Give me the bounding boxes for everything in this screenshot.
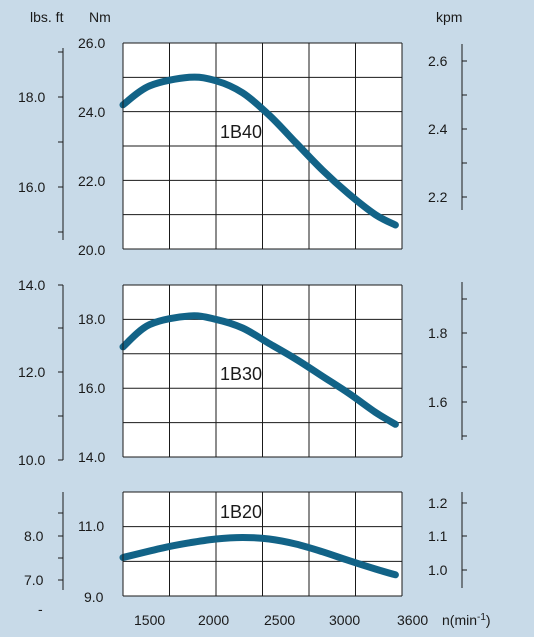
- panel-title-1b30: 1B30: [220, 364, 262, 384]
- lbsft-tick-label-16: 16.0: [18, 179, 45, 195]
- kpm-tick-label-1-8: 1.8: [428, 325, 448, 341]
- x-axis-label-sup: -1: [477, 612, 486, 623]
- panel-1b20: 1B20 8.0 7.0 - 11.0 9.0 1.2 1.1 1.0: [24, 491, 467, 617]
- panel-1b40: 1B40 18.0 16.0 26.0 24.0 22.0 20.0 2.6 2…: [18, 35, 467, 258]
- torque-curve-1b40: [119, 73, 399, 229]
- grid-1b30: [122, 284, 403, 458]
- x-axis-label-close: ): [486, 612, 491, 628]
- x-axis-label-main: n(min: [442, 612, 477, 628]
- nm-tick-label-9: 9.0: [84, 589, 104, 605]
- kpm-tick-label-2-2: 2.2: [428, 189, 448, 205]
- nm-tick-label-11: 11.0: [78, 518, 104, 534]
- nm-tick-label-16: 16.0: [78, 380, 105, 396]
- panel-title-1b40: 1B40: [220, 122, 262, 142]
- nm-tick-label-26: 26.0: [78, 35, 105, 51]
- stray-dash-mark: -: [38, 601, 43, 617]
- lbsft-tick-label-14: 14.0: [18, 277, 45, 293]
- x-tick-label-3000: 3000: [329, 612, 360, 628]
- nm-tick-label-20: 20.0: [78, 242, 105, 258]
- x-axis-label: n(min-1): [442, 612, 491, 628]
- nm-unit-label: Nm: [89, 9, 111, 25]
- lbsft-tick-label-10: 10.0: [18, 452, 45, 468]
- kpm-unit-label: kpm: [436, 9, 462, 25]
- x-tick-label-2000: 2000: [198, 612, 229, 628]
- kpm-tick-label-1-0: 1.0: [428, 562, 448, 578]
- torque-curve-1b20: [119, 534, 399, 579]
- lbsft-tick-label-7: 7.0: [24, 572, 44, 588]
- nm-tick-label-22: 22.0: [78, 173, 105, 189]
- kpm-tick-label-2-6: 2.6: [428, 53, 448, 69]
- nm-tick-label-14: 14.0: [78, 449, 105, 465]
- lbs-ft-unit-label: lbs. ft: [30, 9, 64, 25]
- kpm-tick-label-1-2: 1.2: [428, 495, 448, 511]
- kpm-tick-label-1-1: 1.1: [428, 528, 448, 544]
- x-tick-label-2500: 2500: [264, 612, 295, 628]
- panel-title-1b20: 1B20: [220, 502, 262, 522]
- kpm-tick-label-1-6: 1.6: [428, 394, 448, 410]
- kpm-tick-label-2-4: 2.4: [428, 121, 448, 137]
- grid-1b40: [122, 42, 403, 250]
- torque-curve-1b30: [119, 312, 399, 428]
- panel-1b30: 1B30 14.0 12.0 10.0 18.0 16.0 14.0 1.8 1…: [18, 277, 467, 468]
- x-tick-label-1500: 1500: [134, 612, 165, 628]
- lbsft-tick-label-8: 8.0: [24, 528, 44, 544]
- nm-tick-label-18: 18.0: [78, 311, 105, 327]
- lbsft-tick-label-18: 18.0: [18, 89, 45, 105]
- nm-tick-label-24: 24.0: [78, 104, 105, 120]
- lbsft-tick-label-12: 12.0: [18, 364, 45, 380]
- x-tick-label-3600: 3600: [397, 612, 428, 628]
